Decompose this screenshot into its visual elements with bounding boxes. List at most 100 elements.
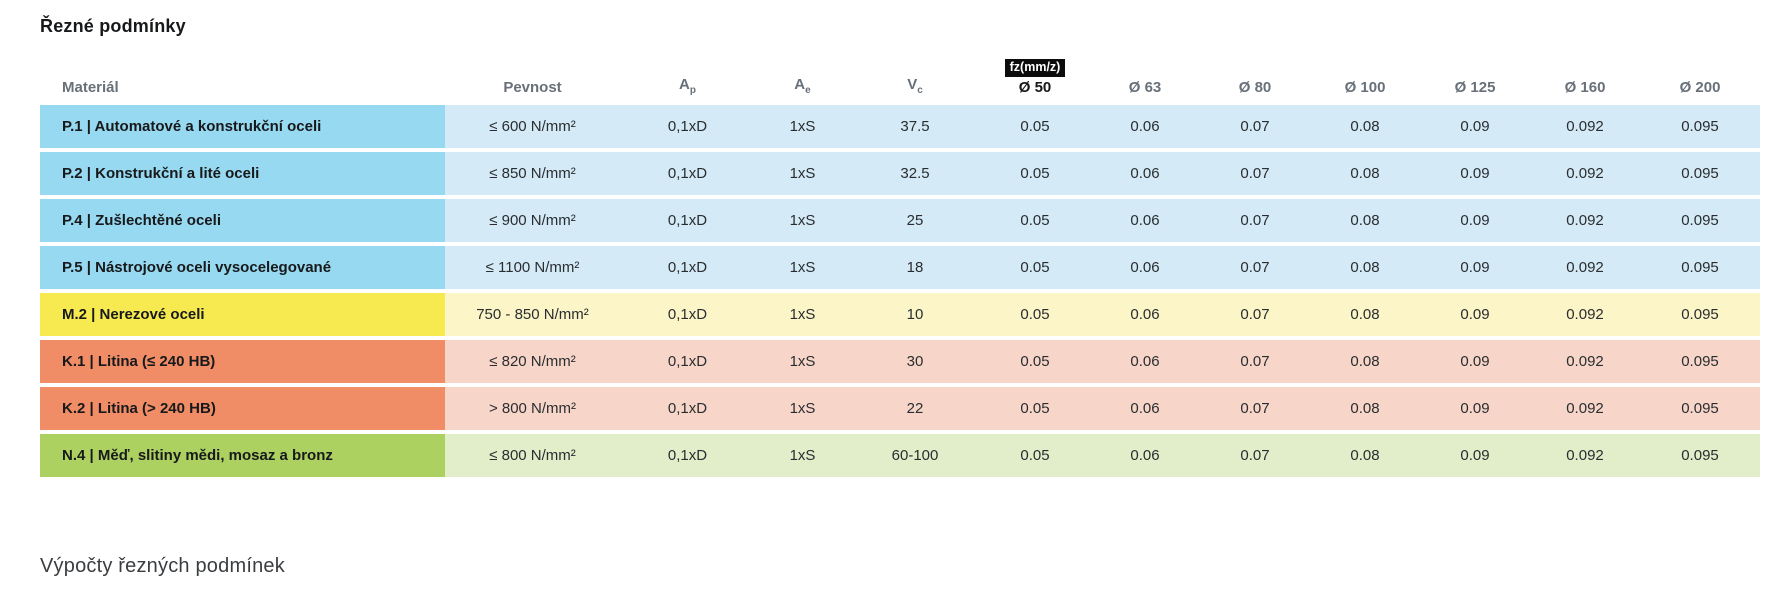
cell-material: P.2 | Konstrukční a lité oceli bbox=[40, 152, 445, 195]
cell-material: M.2 | Nerezové oceli bbox=[40, 293, 445, 336]
cell-fz: 0.08 bbox=[1350, 353, 1380, 370]
cell-material: P.5 | Nástrojové oceli vysocelegované bbox=[40, 246, 445, 289]
column-header-diameter: Ø 63 bbox=[1128, 78, 1162, 96]
cell-ae: 1xS bbox=[789, 259, 816, 276]
cell-pevnost: ≤ 600 N/mm² bbox=[489, 118, 576, 135]
cell-fz: 0.05 bbox=[1020, 353, 1050, 370]
cell-fz: 0.095 bbox=[1681, 165, 1719, 182]
column-header-ap: Ap bbox=[679, 75, 696, 96]
cell-fz: 0.06 bbox=[1130, 447, 1160, 464]
cell-ap: 0,1xD bbox=[667, 212, 708, 229]
table-header-row: Materiál Pevnost Ap Ae Vc fz(mm/z) Ø 50 Ø … bbox=[40, 55, 1760, 105]
cell-ae: 1xS bbox=[789, 212, 816, 229]
cell-fz: 0.07 bbox=[1240, 400, 1270, 417]
cell-fz: 0.05 bbox=[1020, 400, 1050, 417]
cell-fz: 0.05 bbox=[1020, 447, 1050, 464]
cell-vc: 25 bbox=[906, 212, 924, 229]
cell-fz: 0.07 bbox=[1240, 212, 1270, 229]
cell-fz: 0.09 bbox=[1460, 212, 1490, 229]
cell-ae: 1xS bbox=[789, 400, 816, 417]
table-row: M.2 | Nerezové oceli 750 - 850 N/mm² 0,1xD… bbox=[40, 293, 1760, 336]
cell-fz: 0.09 bbox=[1460, 353, 1490, 370]
cell-ae: 1xS bbox=[789, 165, 816, 182]
cell-fz: 0.092 bbox=[1566, 353, 1604, 370]
table-row: P.5 | Nástrojové oceli vysocelegované ≤ 1… bbox=[40, 246, 1760, 289]
table-row: K.1 | Litina (≤ 240 HB) ≤ 820 N/mm² 0,1xD 1… bbox=[40, 340, 1760, 383]
cell-pevnost: 750 - 850 N/mm² bbox=[476, 306, 589, 323]
cell-material: K.2 | Litina (> 240 HB) bbox=[40, 387, 445, 430]
cell-pevnost: ≤ 900 N/mm² bbox=[489, 212, 576, 229]
cell-fz: 0.092 bbox=[1566, 118, 1604, 135]
cell-ap: 0,1xD bbox=[667, 400, 708, 417]
cell-fz: 0.07 bbox=[1240, 306, 1270, 323]
column-header-material: Materiál bbox=[62, 78, 119, 96]
cell-fz: 0.095 bbox=[1681, 447, 1719, 464]
cell-fz: 0.06 bbox=[1130, 212, 1160, 229]
cell-fz: 0.092 bbox=[1566, 165, 1604, 182]
cell-fz: 0.092 bbox=[1566, 212, 1604, 229]
cell-fz: 0.09 bbox=[1460, 447, 1490, 464]
cell-pevnost: ≤ 800 N/mm² bbox=[489, 447, 576, 464]
cell-vc: 18 bbox=[906, 259, 924, 276]
cell-ae: 1xS bbox=[789, 447, 816, 464]
cell-fz: 0.05 bbox=[1020, 212, 1050, 229]
cell-fz: 0.07 bbox=[1240, 447, 1270, 464]
cell-fz: 0.05 bbox=[1020, 306, 1050, 323]
cell-vc: 32.5 bbox=[900, 165, 930, 182]
fz-unit-badge: fz(mm/z) bbox=[1004, 59, 1066, 77]
cell-fz: 0.09 bbox=[1460, 306, 1490, 323]
cell-pevnost: ≤ 1100 N/mm² bbox=[485, 259, 580, 276]
cell-fz: 0.092 bbox=[1566, 259, 1604, 276]
cell-fz: 0.092 bbox=[1566, 306, 1604, 323]
cell-material: P.1 | Automatové a konstrukční oceli bbox=[40, 105, 445, 148]
column-header-pevnost: Pevnost bbox=[503, 78, 562, 96]
cell-ap: 0,1xD bbox=[667, 447, 708, 464]
cell-ap: 0,1xD bbox=[667, 306, 708, 323]
cell-ap: 0,1xD bbox=[667, 353, 708, 370]
cell-fz: 0.06 bbox=[1130, 353, 1160, 370]
cutting-conditions-table: Materiál Pevnost Ap Ae Vc fz(mm/z) Ø 50 Ø … bbox=[40, 55, 1760, 477]
cell-fz: 0.05 bbox=[1020, 118, 1050, 135]
cell-fz: 0.08 bbox=[1350, 306, 1380, 323]
cell-ae: 1xS bbox=[789, 118, 816, 135]
cell-vc: 60-100 bbox=[891, 447, 939, 464]
cell-ap: 0,1xD bbox=[667, 165, 708, 182]
page: Řezné podmínky Materiál Pevnost Ap Ae Vc… bbox=[40, 16, 1760, 577]
cell-fz: 0.05 bbox=[1020, 259, 1050, 276]
cell-fz: 0.07 bbox=[1240, 259, 1270, 276]
cell-pevnost: ≤ 820 N/mm² bbox=[489, 353, 576, 370]
column-header-ae: Ae bbox=[794, 75, 811, 96]
cell-fz: 0.05 bbox=[1020, 165, 1050, 182]
cell-fz: 0.09 bbox=[1460, 400, 1490, 417]
cell-fz: 0.07 bbox=[1240, 118, 1270, 135]
column-header-diameter: Ø 100 bbox=[1344, 78, 1386, 96]
cell-pevnost: > 800 N/mm² bbox=[488, 400, 577, 417]
cell-vc: 10 bbox=[906, 306, 924, 323]
column-header-diameter: Ø 125 bbox=[1454, 78, 1496, 96]
column-header-diameter: Ø 200 bbox=[1679, 78, 1721, 96]
table-row: K.2 | Litina (> 240 HB) > 800 N/mm² 0,1xD 1… bbox=[40, 387, 1760, 430]
cell-material: P.4 | Zušlechtěné oceli bbox=[40, 199, 445, 242]
cell-fz: 0.08 bbox=[1350, 400, 1380, 417]
table-body: P.1 | Automatové a konstrukční oceli ≤ 60… bbox=[40, 105, 1760, 477]
cell-fz: 0.08 bbox=[1350, 165, 1380, 182]
cell-fz: 0.092 bbox=[1566, 447, 1604, 464]
cell-vc: 30 bbox=[906, 353, 924, 370]
cell-vc: 37.5 bbox=[900, 118, 930, 135]
cell-fz: 0.095 bbox=[1681, 212, 1719, 229]
cell-fz: 0.06 bbox=[1130, 306, 1160, 323]
cell-fz: 0.06 bbox=[1130, 400, 1160, 417]
cell-fz: 0.08 bbox=[1350, 118, 1380, 135]
cell-fz: 0.07 bbox=[1240, 165, 1270, 182]
cell-fz: 0.06 bbox=[1130, 259, 1160, 276]
page-title: Řezné podmínky bbox=[40, 16, 186, 36]
cell-fz: 0.09 bbox=[1460, 165, 1490, 182]
cell-ae: 1xS bbox=[789, 306, 816, 323]
cell-fz: 0.09 bbox=[1460, 118, 1490, 135]
column-header-diameter: Ø 80 bbox=[1238, 78, 1272, 96]
cell-fz: 0.08 bbox=[1350, 447, 1380, 464]
cell-ap: 0,1xD bbox=[667, 118, 708, 135]
cell-fz: 0.095 bbox=[1681, 118, 1719, 135]
cell-fz: 0.095 bbox=[1681, 353, 1719, 370]
cell-fz: 0.095 bbox=[1681, 259, 1719, 276]
